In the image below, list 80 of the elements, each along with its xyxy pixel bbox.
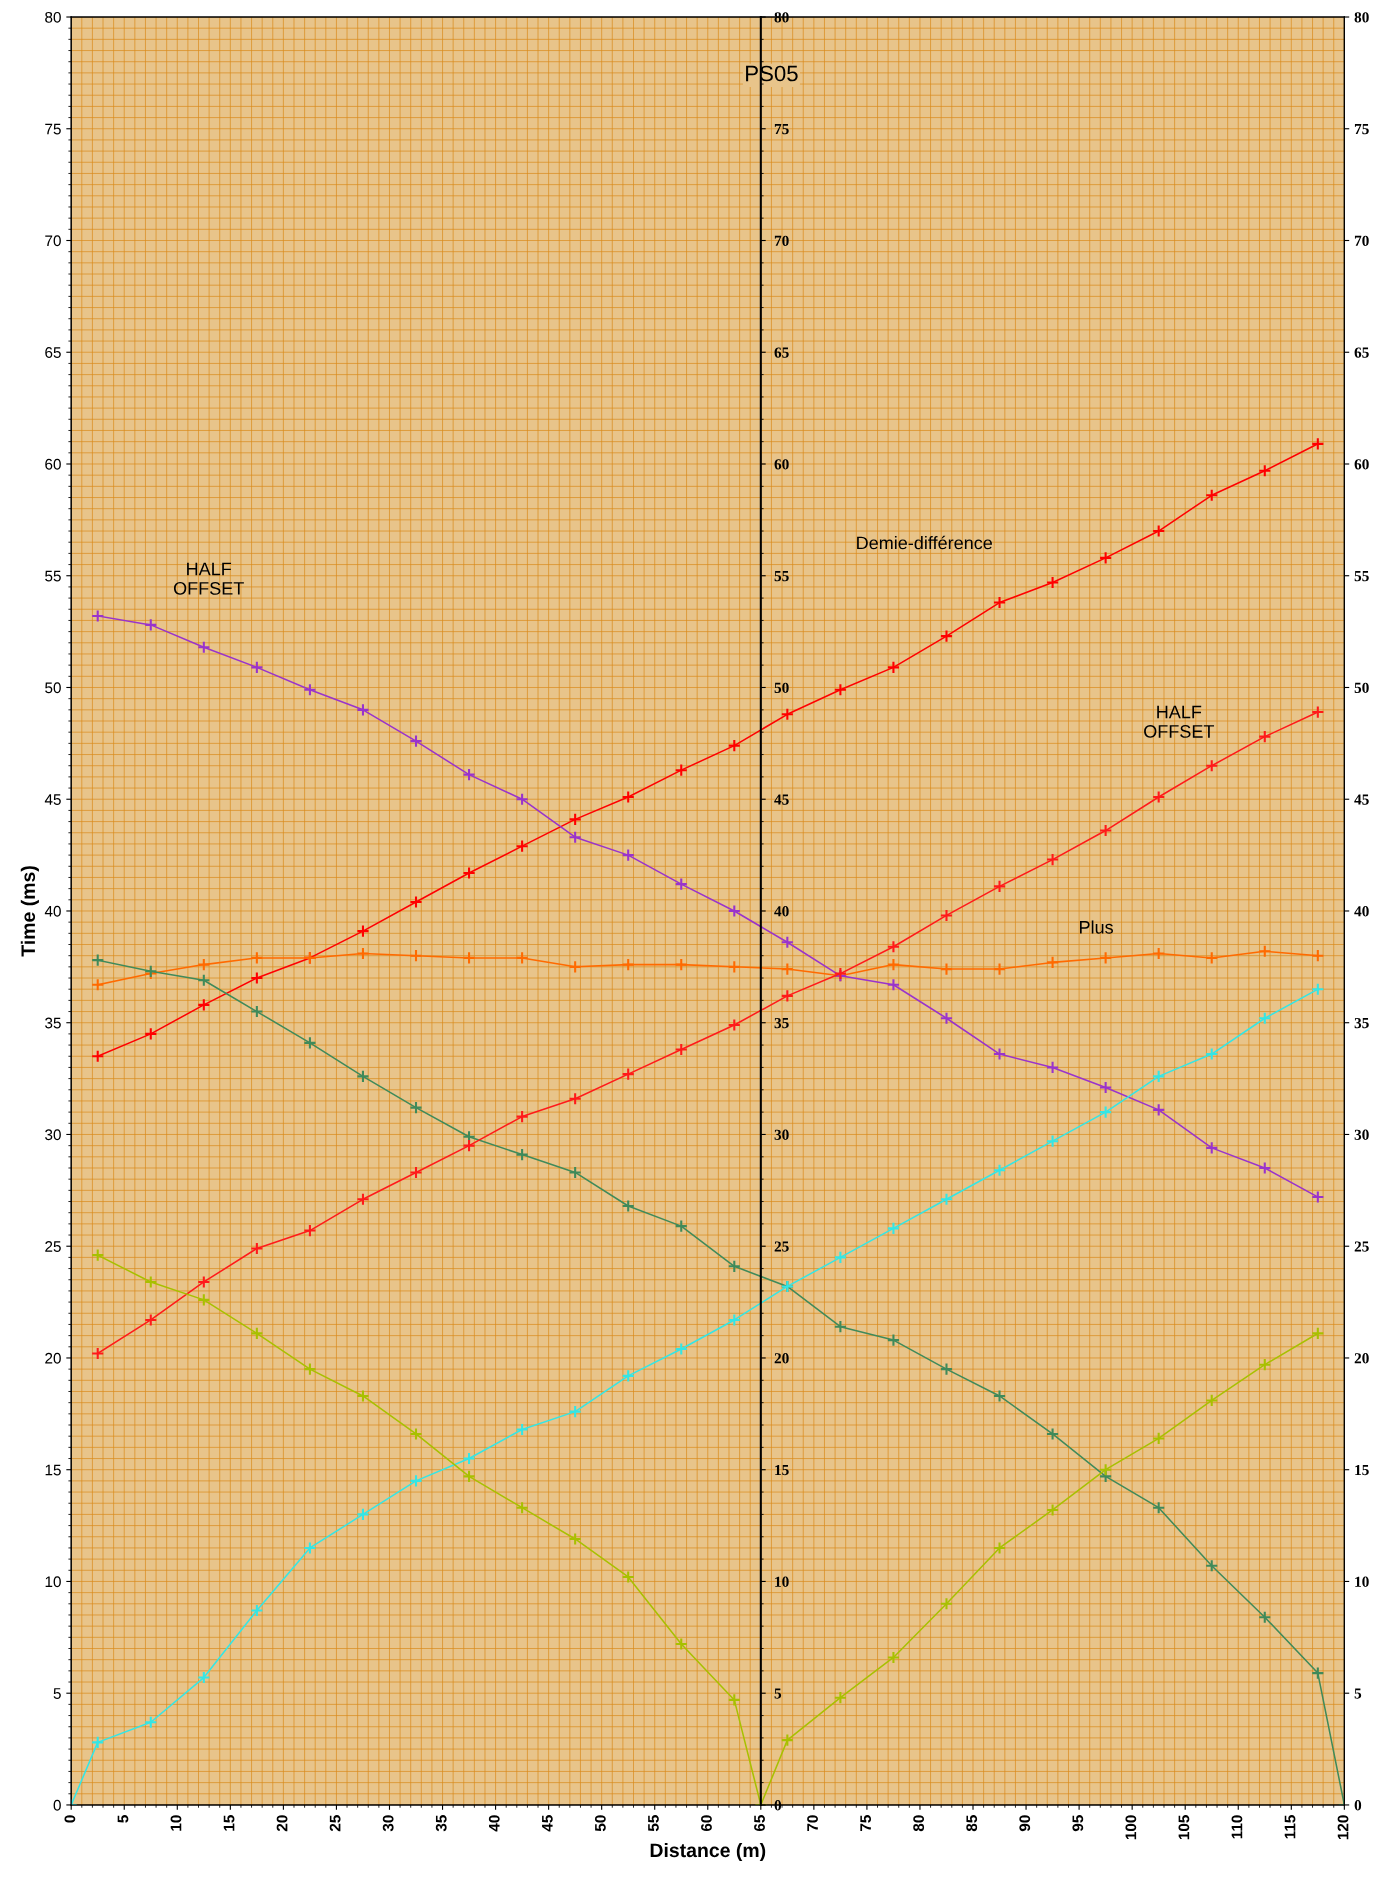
y3-tick-label: 30 — [774, 1129, 789, 1140]
x-tick-label: 105 — [1178, 1815, 1190, 1840]
y2-tick-label: 40 — [1354, 906, 1369, 917]
y2-tick-label: 15 — [1355, 1464, 1369, 1476]
y2-tick-label: 0 — [1354, 1800, 1362, 1811]
y2-tick-label: 35 — [1354, 1017, 1369, 1029]
x-tick-label: 45 — [542, 1815, 553, 1832]
y3-tick-label: 50 — [774, 682, 789, 693]
annotation: Demie-différence — [857, 535, 992, 550]
y3-tick-label: 10 — [775, 1576, 789, 1587]
y2-tick-label: 5 — [1354, 1688, 1362, 1699]
x-tick-label: 65 — [754, 1815, 765, 1832]
y-tick-label: 65 — [45, 347, 61, 358]
x-tick-label: 110 — [1231, 1815, 1243, 1839]
x-tick-label: 70 — [807, 1815, 818, 1832]
y2-tick-label: 60 — [1354, 459, 1369, 470]
y-tick-label: 60 — [45, 458, 61, 470]
y-tick-label: 15 — [45, 1464, 61, 1476]
y3-tick-label: 5 — [774, 1688, 782, 1699]
y3-tick-label: 20 — [774, 1353, 789, 1364]
annotation: HALF OFFSET — [1144, 705, 1215, 738]
y2-tick-label: 30 — [1354, 1129, 1369, 1140]
y3-tick-label: 70 — [774, 235, 789, 246]
y3-tick-label: 75 — [774, 124, 789, 135]
y-axis-title: Time (ms) — [20, 866, 39, 957]
x-tick-label: 115 — [1284, 1815, 1296, 1839]
y3-tick-label: 55 — [774, 571, 789, 582]
y2-tick-label: 70 — [1354, 235, 1369, 246]
y2-tick-label: 10 — [1355, 1576, 1369, 1587]
y-tick-label: 75 — [45, 123, 61, 135]
y3-tick-label: 65 — [774, 347, 789, 358]
y3-tick-label: 15 — [775, 1464, 789, 1476]
y3-tick-label: 40 — [774, 906, 789, 917]
y-tick-label: 45 — [44, 794, 61, 805]
x-tick-label: 85 — [966, 1815, 978, 1832]
y2-tick-label: 80 — [1354, 12, 1369, 23]
y2-tick-label: 50 — [1354, 682, 1369, 693]
y2-tick-label: 65 — [1354, 347, 1369, 358]
x-tick-label: 10 — [170, 1815, 182, 1831]
x-tick-label: 55 — [648, 1815, 659, 1832]
y-tick-label: 30 — [45, 1129, 61, 1141]
y3-tick-label: 25 — [774, 1241, 789, 1252]
y3-tick-label: 45 — [774, 794, 789, 805]
x-tick-label: 40 — [488, 1815, 500, 1832]
x-tick-label: 80 — [913, 1815, 925, 1832]
x-tick-label: 0 — [64, 1815, 76, 1823]
y2-tick-label: 25 — [1354, 1241, 1369, 1252]
y-tick-label: 35 — [45, 1017, 61, 1029]
y-tick-label: 25 — [45, 1241, 61, 1252]
y-tick-label: 10 — [45, 1576, 61, 1588]
y-tick-label: 5 — [53, 1688, 61, 1699]
x-tick-label: 75 — [860, 1815, 872, 1832]
y2-tick-label: 45 — [1354, 794, 1369, 805]
x-tick-label: 100 — [1125, 1815, 1137, 1840]
y2-tick-label: 75 — [1354, 124, 1369, 135]
y-tick-label: 80 — [45, 11, 61, 23]
x-tick-label: 120 — [1337, 1815, 1349, 1840]
x-tick-label: 95 — [1072, 1815, 1084, 1832]
y3-tick-label: 35 — [774, 1017, 789, 1029]
x-axis-title: Distance (m) — [650, 1842, 766, 1862]
annotation: HALF OFFSET — [173, 562, 244, 595]
y-tick-label: 0 — [53, 1799, 61, 1811]
x-tick-label: 90 — [1019, 1815, 1031, 1832]
x-tick-label: 5 — [117, 1815, 129, 1823]
x-tick-label: 60 — [701, 1815, 712, 1832]
y2-tick-label: 55 — [1354, 571, 1369, 582]
y-tick-label: 55 — [45, 570, 61, 582]
y3-tick-label: 60 — [774, 459, 789, 470]
x-tick-label: 30 — [382, 1815, 394, 1832]
y-tick-label: 50 — [45, 682, 61, 694]
x-tick-label: 20 — [276, 1815, 288, 1832]
y2-tick-label: 20 — [1354, 1353, 1369, 1364]
y-tick-label: 40 — [44, 905, 61, 917]
y-tick-label: 20 — [45, 1352, 61, 1364]
x-tick-label: 50 — [594, 1815, 606, 1832]
x-tick-label: 35 — [435, 1815, 447, 1832]
x-tick-label: 25 — [329, 1815, 341, 1832]
y-tick-label: 70 — [45, 235, 61, 247]
x-tick-label: 15 — [223, 1815, 235, 1831]
annotation: Plus — [1080, 920, 1113, 934]
